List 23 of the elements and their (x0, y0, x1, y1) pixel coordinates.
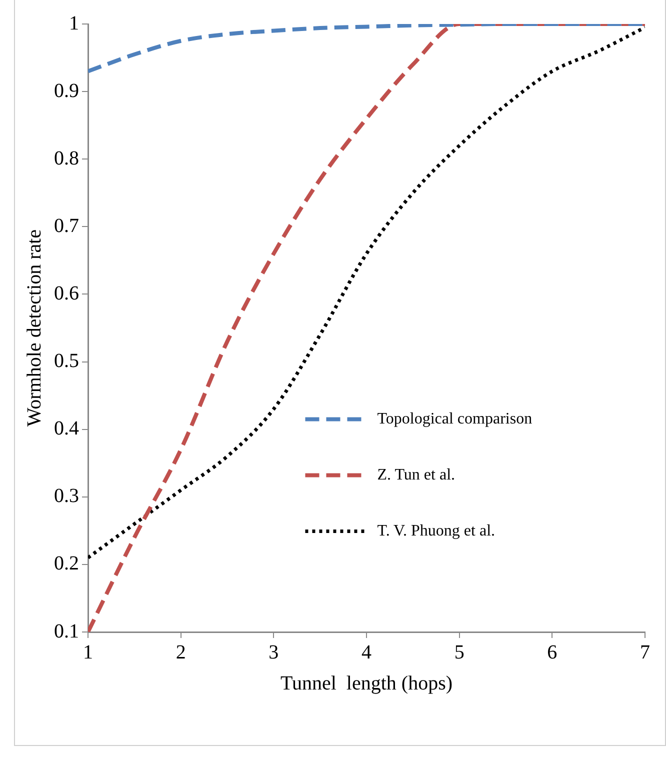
x-tick-label: 4 (362, 641, 372, 664)
y-tick-label: 0.8 (54, 147, 79, 170)
x-tick-label: 2 (176, 641, 186, 664)
x-axis-title: Tunnel length (hops) (280, 672, 453, 694)
y-tick-label: 0.9 (54, 80, 79, 102)
x-tick-label: 5 (454, 641, 464, 664)
y-tick-label: 0.2 (54, 552, 79, 575)
y-tick-label: 0.5 (54, 350, 79, 372)
x-tick-label: 7 (640, 641, 650, 664)
y-tick-label: 0.1 (54, 620, 79, 642)
legend-label: Topological comparison (377, 410, 532, 428)
y-tick-label: 0.3 (54, 485, 79, 508)
x-tick-label: 3 (268, 641, 279, 664)
line-series (88, 24, 645, 74)
y-axis-title: Wormhole detection rate (23, 229, 46, 427)
legend-label: T. V. Phuong et al. (377, 522, 496, 540)
x-tick-label: 1 (83, 641, 93, 664)
legend-label: Z. Tun et al. (377, 466, 456, 484)
y-tick-label: 1 (69, 12, 79, 34)
y-tick-label: 0.4 (54, 418, 79, 440)
x-tick-label: 6 (547, 641, 558, 664)
y-tick-label: 0.7 (54, 214, 79, 237)
y-tick-label: 0.6 (54, 282, 79, 304)
